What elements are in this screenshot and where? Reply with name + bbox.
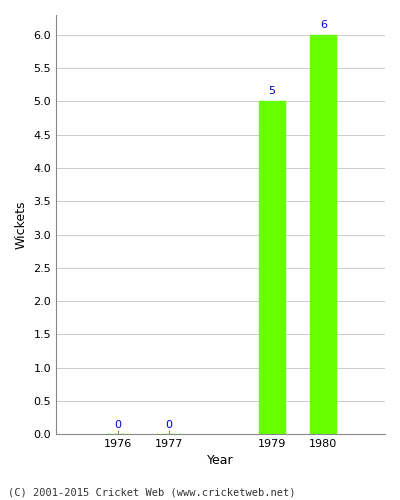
Bar	[259, 102, 285, 434]
Text: 6: 6	[320, 20, 327, 30]
Text: 0: 0	[114, 420, 121, 430]
Text: (C) 2001-2015 Cricket Web (www.cricketweb.net): (C) 2001-2015 Cricket Web (www.cricketwe…	[8, 488, 296, 498]
Text: 5: 5	[268, 86, 276, 96]
Text: 0: 0	[166, 420, 173, 430]
X-axis label: Year: Year	[207, 454, 234, 468]
Bar	[310, 35, 336, 434]
Y-axis label: Wickets: Wickets	[15, 200, 28, 249]
